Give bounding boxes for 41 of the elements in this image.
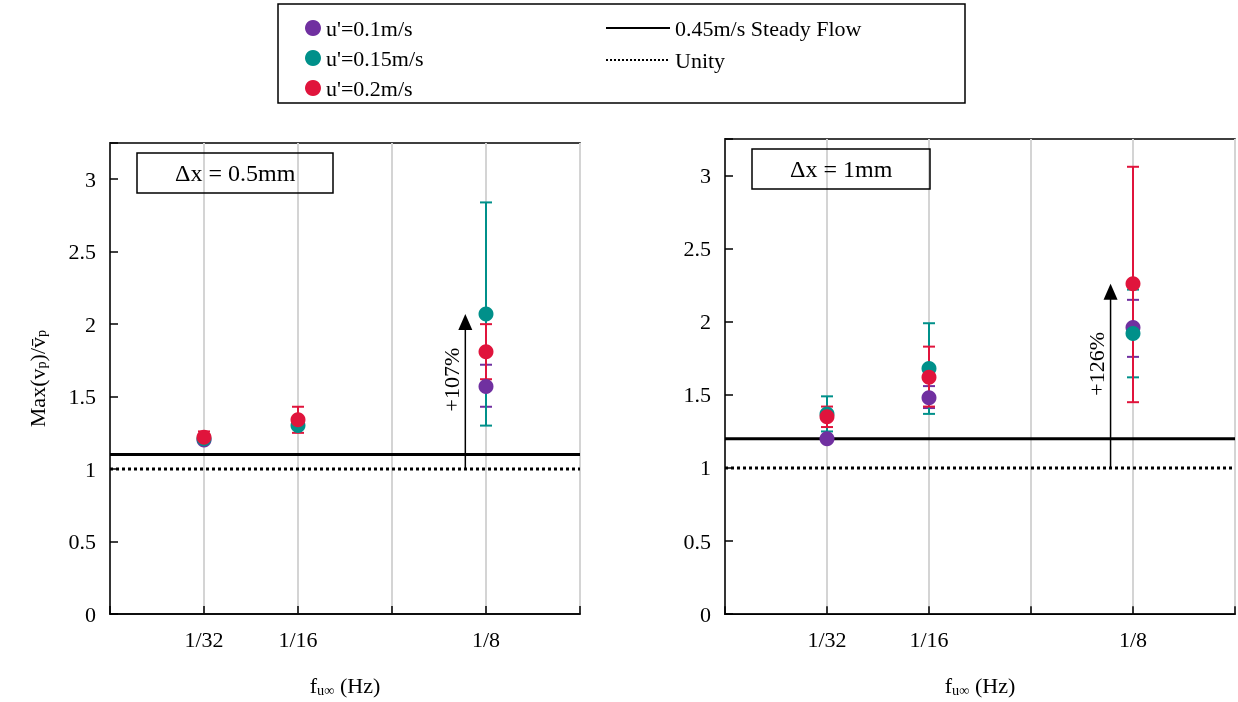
y-axis-title: Max(vp)/v̄p: [24, 329, 50, 428]
y-tick-label: 2.5: [68, 239, 96, 265]
point: [1125, 276, 1141, 292]
point: [478, 378, 494, 394]
y-tick-label: 1: [85, 456, 96, 482]
annotation: Δx = 0.5mm: [175, 160, 296, 186]
annotation: +126%: [1084, 332, 1110, 396]
legend-label: 0.45m/s Steady Flow: [675, 15, 862, 41]
point: [478, 306, 494, 322]
y-tick-label: 0: [700, 601, 711, 627]
x-tick-label: 1/32: [184, 626, 224, 652]
y-tick-label: 2: [700, 309, 711, 335]
x-tick-label: 1/32: [807, 626, 847, 652]
point: [478, 344, 494, 360]
x-axis-title: fu∞ (Hz): [309, 673, 381, 699]
y-tick-label: 0: [85, 601, 96, 627]
point: [921, 390, 937, 406]
annotation: +107%: [438, 347, 464, 412]
legend-label: u'=0.15m/s: [326, 45, 424, 71]
annotation: Δx = 1mm: [790, 156, 893, 182]
y-tick-label: 0.5: [683, 528, 711, 554]
legend-label: Unity: [675, 47, 726, 73]
x-tick-label: 1/8: [471, 626, 501, 652]
legend-label: u'=0.1m/s: [326, 15, 413, 41]
y-tick-label: 3: [85, 166, 96, 192]
y-tick-label: 1.5: [683, 382, 711, 408]
y-tick-label: 1.5: [68, 384, 96, 410]
x-tick-label: 1/16: [909, 626, 949, 652]
point: [921, 369, 937, 385]
point: [290, 412, 306, 428]
y-tick-label: 2: [85, 311, 96, 337]
x-tick-label: 1/16: [278, 626, 318, 652]
y-tick-label: 1: [700, 455, 711, 481]
legend-label: u'=0.2m/s: [326, 75, 413, 101]
point: [819, 431, 835, 447]
y-tick-label: 0.5: [68, 529, 96, 555]
x-axis-title: fu∞ (Hz): [944, 673, 1016, 699]
x-tick-label: 1/8: [1118, 626, 1148, 652]
y-tick-label: 2.5: [683, 236, 711, 262]
point: [1125, 325, 1141, 341]
y-tick-label: 3: [700, 163, 711, 189]
